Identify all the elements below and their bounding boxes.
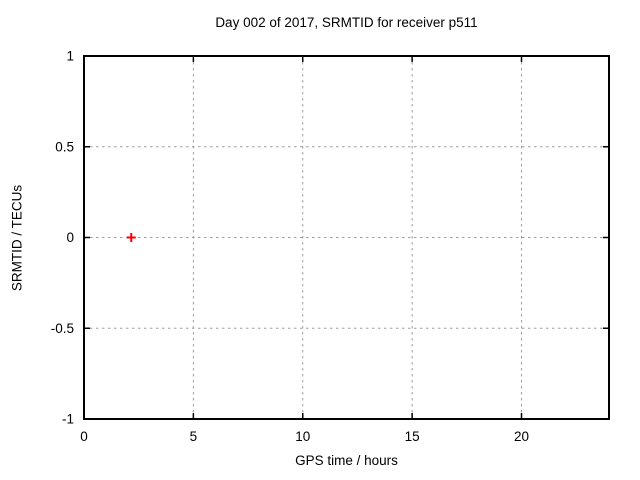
y-tick-label: 0 [66, 230, 74, 245]
y-tick-label: -1 [62, 412, 74, 427]
y-tick-label: 1 [66, 49, 74, 64]
chart-title: Day 002 of 2017, SRMTID for receiver p51… [215, 15, 478, 30]
x-tick-label: 15 [405, 429, 420, 444]
x-tick-label: 0 [80, 429, 88, 444]
x-tick-label: 10 [295, 429, 310, 444]
y-tick-label: 0.5 [55, 139, 74, 154]
x-tick-label: 5 [190, 429, 198, 444]
x-axis-label: GPS time / hours [295, 453, 398, 468]
x-tick-label: 20 [514, 429, 529, 444]
y-tick-label: -0.5 [51, 321, 74, 336]
